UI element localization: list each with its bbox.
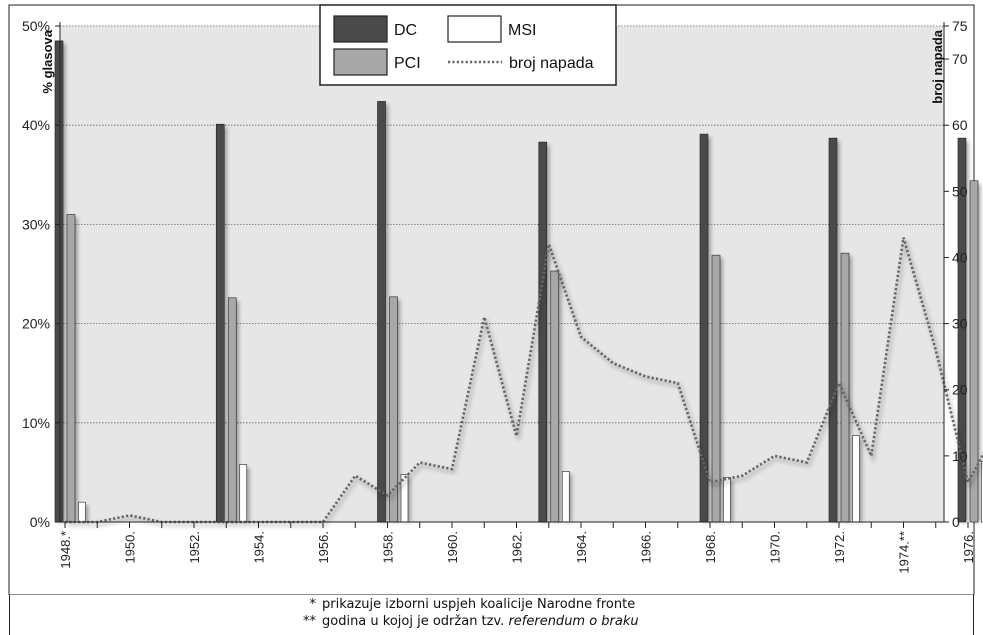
- right-tick-label: 0: [952, 514, 960, 530]
- right-axis-title: broj napada: [930, 29, 945, 103]
- x-tick-label: 1958.: [381, 531, 396, 564]
- x-tick-label: 1970.: [768, 531, 783, 564]
- legend-swatch-pci: [333, 48, 388, 76]
- bar-dc: [828, 137, 838, 523]
- attack-line-shadow: [67, 240, 983, 527]
- x-tick-label: 1974.**: [897, 531, 912, 574]
- bar-pci: [550, 270, 560, 523]
- right-tick-label: 75: [952, 18, 968, 34]
- bars: [54, 40, 983, 523]
- footnote-2-text: godina u kojoj je održan tzv.: [322, 614, 509, 629]
- x-tick-label: 1960.: [445, 531, 460, 564]
- legend-swatch-msi: [447, 15, 502, 43]
- legend-label-line: broj napada: [509, 55, 594, 72]
- x-tick-label: 1948.*: [58, 531, 73, 569]
- footnote-1-mark: *: [309, 597, 317, 612]
- right-tick-label: 30: [952, 316, 968, 332]
- left-tick-label: 40%: [22, 117, 50, 133]
- bar-pci: [227, 297, 237, 523]
- plot-background: [60, 26, 944, 522]
- x-tick-label: 1972.: [832, 531, 847, 564]
- bar-dc: [377, 101, 386, 523]
- left-tick-label: 10%: [22, 415, 50, 431]
- footnotes: * prikazuje izborni uspjeh koalicije Naro…: [9, 595, 974, 635]
- x-tick-label: 1950.: [123, 531, 138, 564]
- bar-msi: [78, 501, 86, 523]
- footnote-1-text: prikazuje izborni uspjeh koalicije Narod…: [322, 597, 636, 612]
- x-tick-label: 1968.: [703, 531, 718, 564]
- x-tick-label: 1966.: [639, 531, 654, 564]
- right-tick-label: 10: [952, 448, 968, 464]
- x-tick-label: 1964.: [574, 531, 589, 564]
- bar-msi: [561, 471, 570, 523]
- right-tick-label: 50: [952, 183, 968, 199]
- legend-label-pci: PCI: [394, 55, 421, 72]
- bar-msi: [239, 464, 248, 523]
- left-tick-label: 20%: [22, 316, 50, 332]
- x-tick-label: 1956.: [316, 531, 331, 564]
- bar-dc: [538, 141, 548, 523]
- left-axis-title: % glasova: [40, 29, 55, 93]
- right-tick-label: 40: [952, 249, 968, 265]
- x-tick-label: 1954.: [252, 531, 267, 564]
- footnote-2-mark: **: [303, 614, 316, 629]
- legend-label-dc: DC: [394, 22, 417, 39]
- left-tick-label: 0%: [30, 514, 50, 530]
- footnote-2-italic: referendum o braku: [508, 614, 639, 629]
- bar-pci: [66, 214, 76, 523]
- chart: 0% 10% 20% 30% 40% 50% 0 10 20 30 40 50 60 70 75 % glas…: [8, 4, 983, 595]
- axes: 0% 10% 20% 30% 40% 50% 0 10 20 30 40 50 60 70 75 % glas…: [9, 18, 976, 595]
- footnote-2: ** godina u kojoj je održan tzv. referend…: [282, 614, 639, 629]
- x-tick-label: 1952.: [187, 531, 202, 564]
- bar-msi: [981, 461, 983, 523]
- bar-dc: [957, 137, 967, 523]
- right-tick-label: 60: [952, 117, 968, 133]
- legend-swatch-dc: [333, 15, 388, 43]
- x-tick-label: 1976.: [961, 531, 976, 564]
- bar-pci: [969, 180, 979, 523]
- bar-dc: [215, 123, 225, 523]
- left-tick-label: 30%: [22, 216, 50, 232]
- grid-lines: [60, 25, 944, 424]
- left-tick-label: 50%: [22, 18, 50, 34]
- legend-label-msi: MSI: [508, 22, 536, 39]
- footnote-1: * prikazuje izborni uspjeh koalicije Naro…: [282, 597, 636, 612]
- x-tick-label: 1962.: [510, 531, 525, 564]
- legend: DC PCI MSI broj napada: [319, 4, 617, 86]
- bar-dc: [54, 40, 64, 523]
- right-tick-label: 70: [952, 51, 968, 67]
- bar-msi: [852, 435, 860, 523]
- right-tick-label: 20: [952, 382, 968, 398]
